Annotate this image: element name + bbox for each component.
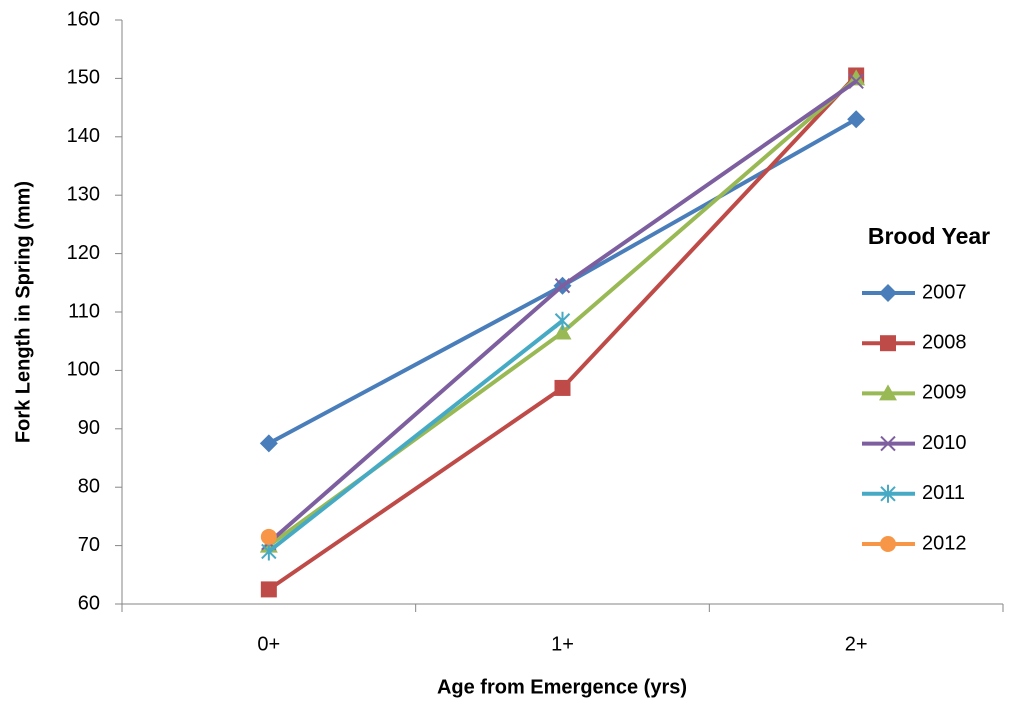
legend-marker [880,435,896,452]
marker [554,278,571,294]
legend-label: 2011 [922,482,965,504]
marker [259,434,278,453]
legend-marker [880,536,896,552]
y-tick-label: 150 [67,67,100,89]
y-tick-label: 70 [78,534,100,556]
y-tick-label: 80 [78,475,100,497]
legend-label: 2010 [922,432,967,454]
marker [554,311,571,330]
legend-label: 2009 [922,382,967,404]
x-tick-label: 2+ [845,633,868,655]
x-tick-label: 0+ [257,633,280,655]
legend-label: 2007 [922,281,967,303]
marker [261,542,277,561]
marker [260,528,277,545]
x-axis-title: Age from Emergence (yrs) [437,676,687,698]
marker [848,73,864,90]
legend-marker [879,384,897,401]
marker [847,69,866,86]
marker [554,379,571,396]
legend-title: Brood Year [868,223,990,249]
marker [847,110,866,129]
y-tick-label: 140 [67,125,100,147]
legend-marker [880,335,896,352]
y-tick-label: 130 [67,183,100,205]
y-tick-label: 60 [78,592,100,614]
y-tick-label: 160 [67,8,100,30]
marker [260,581,277,598]
marker [553,323,572,340]
y-tick-label: 100 [67,359,100,381]
x-tick-label: 1+ [551,633,574,655]
y-tick-label: 120 [67,242,100,264]
y-tick-label: 90 [78,417,100,439]
series-line [267,319,564,554]
legend-label: 2012 [922,532,967,554]
y-tick-label: 110 [68,300,100,322]
legend-label: 2008 [922,331,967,353]
legend-marker [879,284,897,302]
y-axis-title: Fork Length in Spring (mm) [12,181,34,443]
legend-marker [880,484,896,503]
